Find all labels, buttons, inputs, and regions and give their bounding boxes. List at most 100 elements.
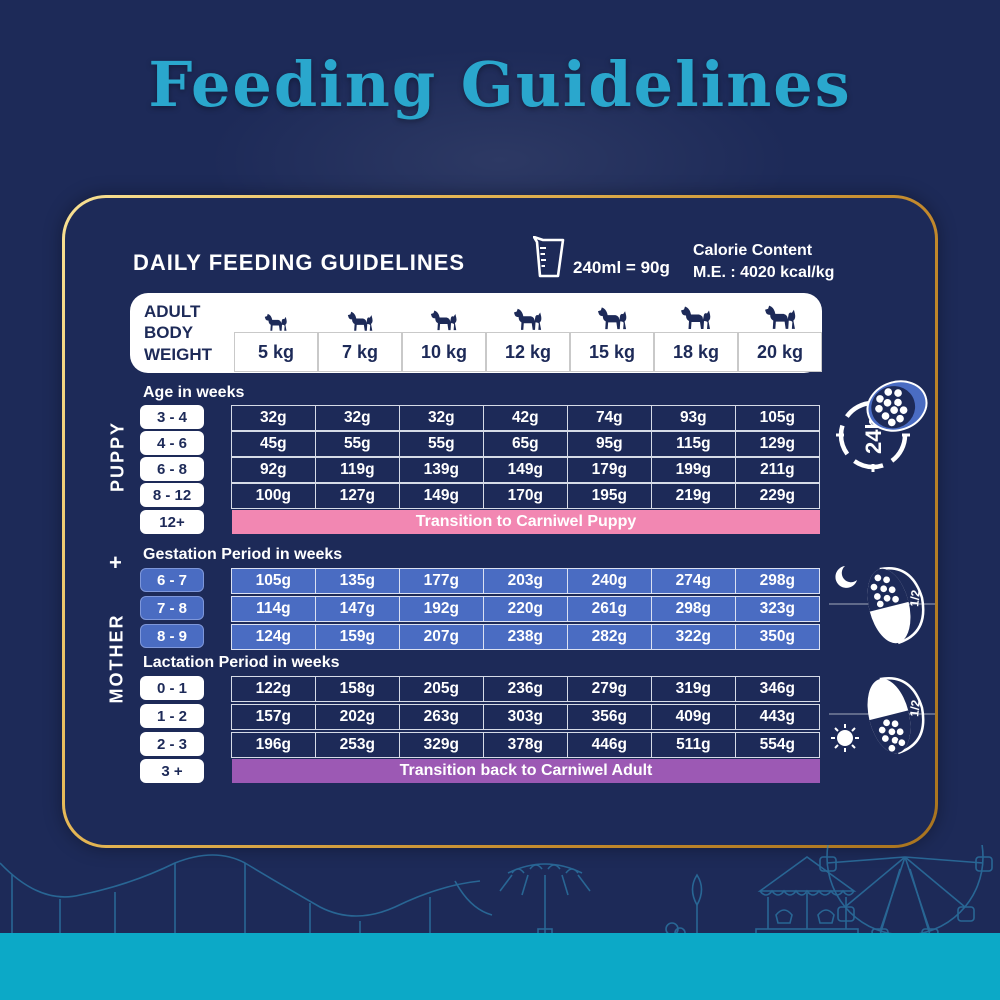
table-cell: 179g	[566, 457, 652, 483]
half-portion-label: 1/2	[907, 699, 923, 717]
dog-icon	[430, 294, 458, 332]
table-cell: 124g	[230, 624, 316, 650]
table-cell: 32g	[230, 405, 316, 431]
table-cell: 177g	[398, 568, 484, 594]
half-bowl-night-icon: 1/2	[827, 556, 937, 661]
table-cell: 122g	[230, 676, 316, 702]
lactation-label: Lactation Period in weeks	[143, 654, 340, 671]
sun-icon	[831, 724, 859, 752]
measuring-cup-icon	[533, 236, 565, 278]
gestation-row-label: 8 - 9	[140, 624, 204, 648]
lactation-row-label: 0 - 1	[140, 676, 204, 700]
crescent-moon-icon	[835, 566, 857, 588]
table-cell: 261g	[566, 596, 652, 622]
weight-cell: 10 kg	[402, 332, 486, 372]
dog-icon	[264, 294, 288, 332]
table-cell: 282g	[566, 624, 652, 650]
table-row: 100g 127g 149g 170g 195g 219g 229g	[230, 483, 820, 509]
weight-cell: 20 kg	[738, 332, 822, 372]
puppy-row-label: 8 - 12	[140, 483, 204, 507]
table-cell: 192g	[398, 596, 484, 622]
table-cell: 32g	[314, 405, 400, 431]
calorie-content: Calorie Content M.E. : 4020 kcal/kg	[693, 240, 834, 283]
table-cell: 303g	[482, 704, 568, 730]
table-cell: 298g	[650, 596, 736, 622]
ferris-wheel-art	[819, 845, 993, 935]
table-row: 92g 119g 139g 149g 179g 199g 211g	[230, 457, 820, 483]
table-cell: 149g	[398, 483, 484, 509]
table-row: 124g 159g 207g 238g 282g 322g 350g	[230, 624, 820, 650]
table-cell: 119g	[314, 457, 400, 483]
table-cell: 55g	[398, 431, 484, 457]
weight-cell: 12 kg	[486, 332, 570, 372]
weight-cell: 15 kg	[570, 332, 654, 372]
table-cell: 229g	[734, 483, 820, 509]
table-cell: 511g	[650, 732, 736, 758]
guidelines-panel: DAILY FEEDING GUIDELINES 240ml = 90g Cal…	[62, 195, 938, 848]
table-cell: 32g	[398, 405, 484, 431]
table-cell: 170g	[482, 483, 568, 509]
table-cell: 207g	[398, 624, 484, 650]
table-cell: 211g	[734, 457, 820, 483]
table-cell: 74g	[566, 405, 652, 431]
table-cell: 93g	[650, 405, 736, 431]
table-cell: 199g	[650, 457, 736, 483]
table-cell: 127g	[314, 483, 400, 509]
puppy-side-label: PUPPY	[107, 420, 128, 493]
gestation-row-label: 7 - 8	[140, 596, 204, 620]
weight-cell: 5 kg	[234, 332, 318, 372]
weight-cell: 18 kg	[654, 332, 738, 372]
puppy-row-label: 6 - 8	[140, 457, 204, 481]
puppy-row-label: 4 - 6	[140, 431, 204, 455]
swing-ride-art	[499, 863, 591, 935]
table-row: 122g 158g 205g 236g 279g 319g 346g	[230, 676, 820, 702]
table-row: 196g 253g 329g 378g 446g 511g 554g	[230, 732, 820, 758]
adult-body-weight-header: ADULT BODY WEIGHT 5 kg 7 kg 10 kg 12 kg …	[130, 293, 822, 373]
puppy-transition-label: 12+	[140, 510, 204, 534]
table-cell: 114g	[230, 596, 316, 622]
table-cell: 263g	[398, 704, 484, 730]
table-cell: 409g	[650, 704, 736, 730]
table-cell: 105g	[734, 405, 820, 431]
table-cell: 219g	[650, 483, 736, 509]
calorie-line1: Calorie Content	[693, 242, 813, 259]
table-cell: 298g	[734, 568, 820, 594]
amusement-park-art	[0, 845, 993, 935]
page-title: Feeding Guidelines	[148, 48, 852, 121]
mother-transition-label: 3 +	[140, 759, 204, 783]
calorie-line2: M.E. : 4020 kcal/kg	[693, 263, 835, 281]
table-cell: 323g	[734, 596, 820, 622]
table-cell: 443g	[734, 704, 820, 730]
puppy-transition-banner: Transition to Carniwel Puppy	[232, 510, 820, 534]
measuring-cup-group: 240ml = 90g	[533, 236, 670, 280]
table-cell: 149g	[482, 457, 568, 483]
table-cell: 45g	[230, 431, 316, 457]
dog-icon	[597, 294, 628, 332]
table-cell: 105g	[230, 568, 316, 594]
table-cell: 253g	[314, 732, 400, 758]
table-cell: 65g	[482, 431, 568, 457]
table-cell: 202g	[314, 704, 400, 730]
gestation-label: Gestation Period in weeks	[143, 546, 343, 563]
adult-body-weight-label: ADULT BODY WEIGHT	[144, 302, 212, 364]
dog-icon	[347, 294, 374, 332]
table-cell: 42g	[482, 405, 568, 431]
dog-icon	[513, 294, 543, 332]
table-cell: 129g	[734, 431, 820, 457]
table-row: 32g 32g 32g 42g 74g 93g 105g	[230, 405, 820, 431]
half-portion-label: 1/2	[907, 589, 923, 607]
table-cell: 356g	[566, 704, 652, 730]
table-cell: 159g	[314, 624, 400, 650]
guidelines-panel-inner: DAILY FEEDING GUIDELINES 240ml = 90g Cal…	[65, 198, 935, 845]
table-row: 157g 202g 263g 303g 356g 409g 443g	[230, 704, 820, 730]
mother-transition-banner: Transition back to Carniwel Adult	[232, 759, 820, 783]
bottom-teal-bar	[0, 933, 1000, 1000]
table-cell: 329g	[398, 732, 484, 758]
table-row: 105g 135g 177g 203g 240g 274g 298g	[230, 568, 820, 594]
carousel-art	[755, 856, 859, 935]
table-cell: 319g	[650, 676, 736, 702]
table-cell: 220g	[482, 596, 568, 622]
table-cell: 554g	[734, 732, 820, 758]
table-cell: 147g	[314, 596, 400, 622]
